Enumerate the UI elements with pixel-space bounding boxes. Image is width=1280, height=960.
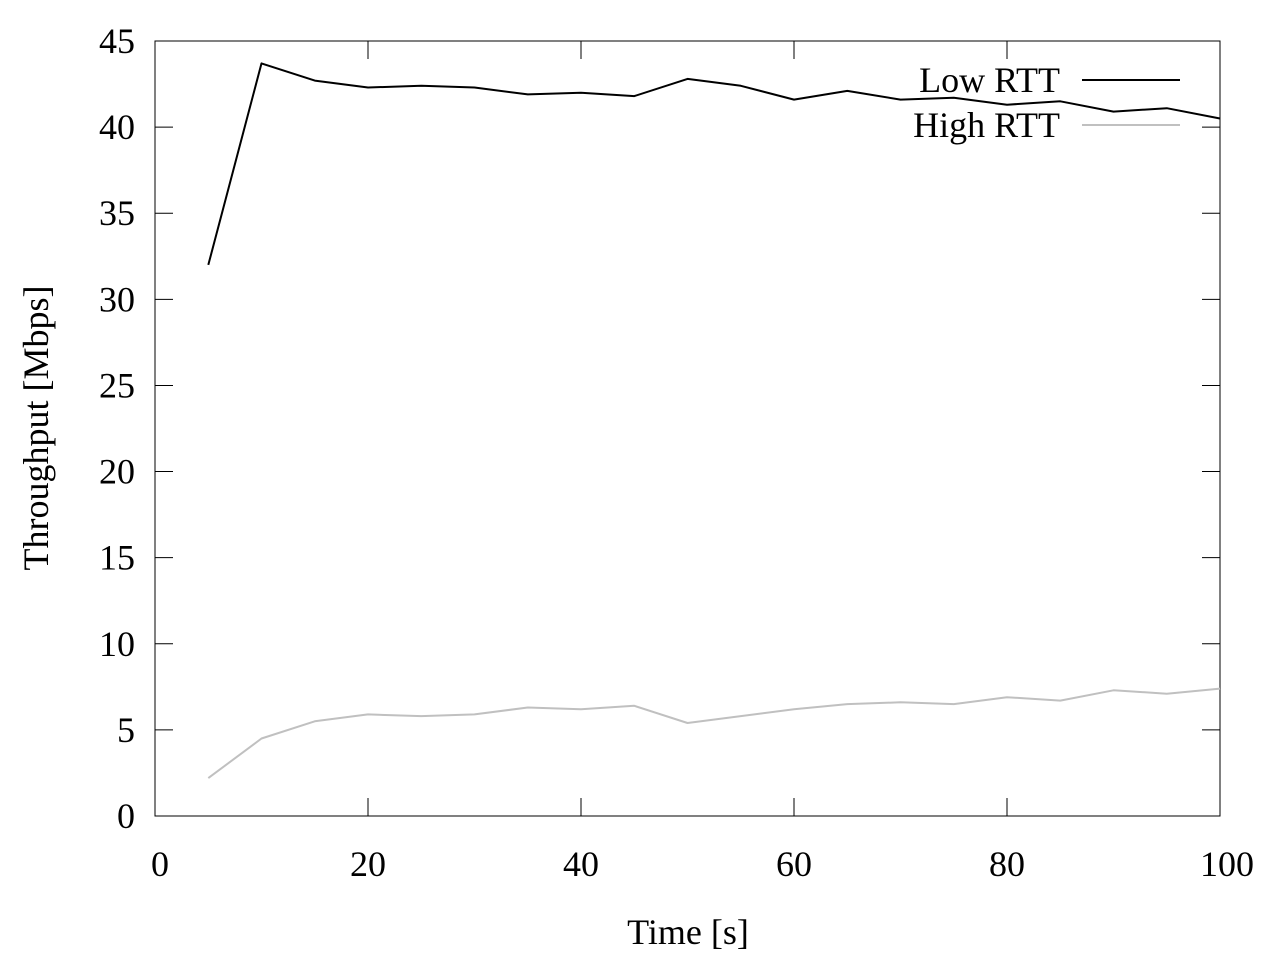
legend: Low RTT High RTT — [913, 60, 1180, 145]
x-tick-label: 40 — [563, 844, 599, 884]
y-tick-label: 5 — [117, 710, 135, 750]
y-tick-label: 0 — [117, 796, 135, 836]
x-axis-title: Time [s] — [627, 912, 749, 952]
series-line-low-rtt — [207, 62, 1221, 266]
y-axis: 0 5 10 15 20 25 30 35 40 45 — [99, 21, 1220, 836]
plot-frame — [154, 40, 1221, 817]
x-tick-label: 60 — [776, 844, 812, 884]
y-tick-label: 35 — [99, 193, 135, 233]
plot-border — [154, 40, 1221, 817]
legend-label: High RTT — [913, 105, 1060, 145]
y-tick-label: 25 — [99, 365, 135, 405]
y-axis-title: Throughput [Mbps] — [16, 286, 56, 571]
series-lines — [207, 62, 1221, 779]
y-tick-label: 20 — [99, 452, 135, 492]
x-tick-label: 80 — [989, 844, 1025, 884]
legend-label: Low RTT — [919, 60, 1060, 100]
y-tick-label: 15 — [99, 538, 135, 578]
x-tick-label: 0 — [151, 844, 169, 884]
y-tick-label: 45 — [99, 21, 135, 61]
x-tick-label: 100 — [1200, 844, 1254, 884]
y-tick-label: 10 — [99, 624, 135, 664]
y-tick-label: 30 — [99, 279, 135, 319]
y-tick-label: 40 — [99, 107, 135, 147]
x-axis: 0 20 40 60 80 100 — [151, 41, 1254, 884]
x-tick-label: 20 — [350, 844, 386, 884]
series-line-high-rtt — [207, 687, 1221, 779]
